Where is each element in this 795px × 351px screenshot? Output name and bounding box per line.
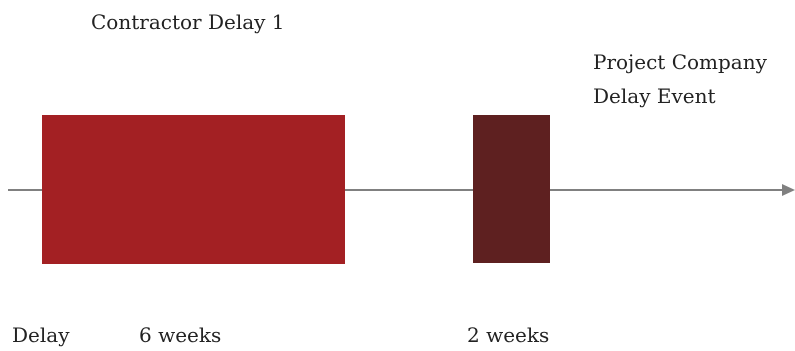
- contractor-delay-label: Contractor Delay 1: [91, 10, 285, 34]
- project-company-delay-label: Project Company Delay Event: [593, 45, 767, 113]
- project-company-delay-box: [473, 115, 550, 263]
- project-company-delay-label-line2: Delay Event: [593, 84, 716, 108]
- delay-row-label: Delay: [12, 323, 70, 347]
- contractor-delay-box: [42, 115, 345, 264]
- project-company-delay-label-line1: Project Company: [593, 50, 767, 74]
- project-company-delay-duration: 2 weeks: [467, 323, 550, 347]
- contractor-delay-duration: 6 weeks: [139, 323, 222, 347]
- timeline-arrowhead: [782, 184, 795, 196]
